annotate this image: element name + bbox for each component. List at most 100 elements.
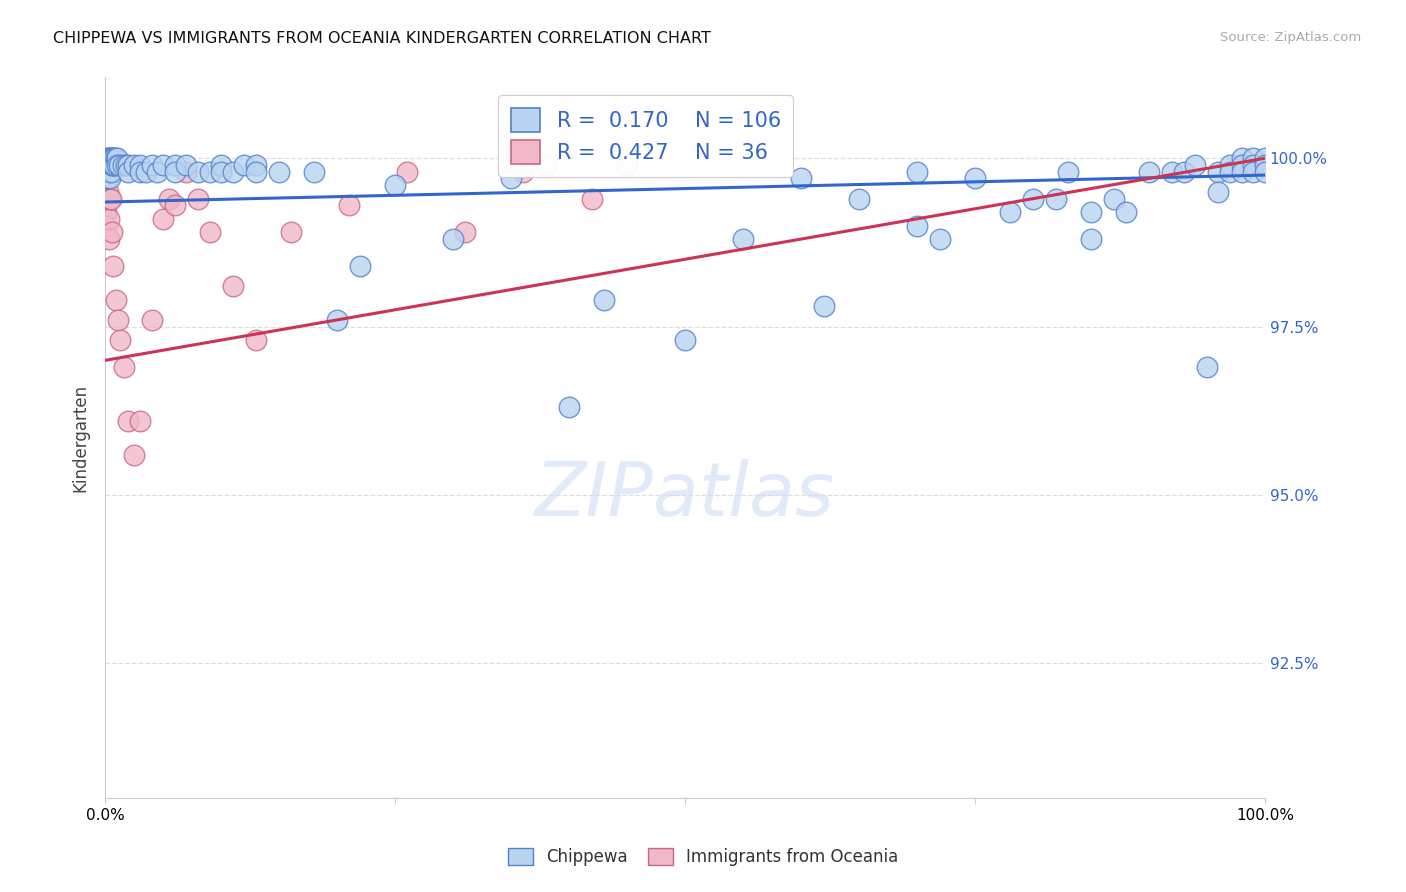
Point xyxy=(187,192,209,206)
Point xyxy=(96,219,118,233)
Point xyxy=(1161,165,1184,179)
Legend: R =  0.170    N = 106, R =  0.427    N = 36: R = 0.170 N = 106, R = 0.427 N = 36 xyxy=(498,95,793,177)
Point xyxy=(98,151,121,165)
Point xyxy=(135,165,157,179)
Point xyxy=(1102,192,1125,206)
Point xyxy=(103,259,125,273)
Point xyxy=(1254,165,1277,179)
Point xyxy=(98,165,121,179)
Point xyxy=(534,158,557,172)
Point xyxy=(592,293,614,307)
Point xyxy=(1254,158,1277,172)
Point xyxy=(97,192,120,206)
Point xyxy=(96,185,118,199)
Point xyxy=(98,165,121,179)
Point xyxy=(163,198,186,212)
Point xyxy=(176,165,198,179)
Point xyxy=(152,211,174,226)
Point xyxy=(198,165,221,179)
Point xyxy=(1022,192,1045,206)
Point xyxy=(302,165,325,179)
Text: ZIPatlas: ZIPatlas xyxy=(534,459,835,532)
Point xyxy=(110,333,132,347)
Point xyxy=(122,158,145,172)
Point xyxy=(1045,192,1067,206)
Point xyxy=(1056,165,1078,179)
Point xyxy=(129,165,152,179)
Point xyxy=(1080,205,1102,219)
Point xyxy=(97,151,120,165)
Legend: Chippewa, Immigrants from Oceania: Chippewa, Immigrants from Oceania xyxy=(501,841,905,873)
Point xyxy=(269,165,291,179)
Point xyxy=(141,158,163,172)
Point xyxy=(96,151,118,165)
Point xyxy=(198,225,221,239)
Point xyxy=(616,158,638,172)
Point xyxy=(245,158,267,172)
Point xyxy=(1208,185,1230,199)
Point xyxy=(233,158,256,172)
Point xyxy=(349,259,371,273)
Point xyxy=(100,192,122,206)
Point xyxy=(848,192,870,206)
Point xyxy=(101,158,124,172)
Point xyxy=(96,171,118,186)
Point xyxy=(117,158,139,172)
Point xyxy=(104,151,127,165)
Point xyxy=(1137,165,1160,179)
Point xyxy=(245,333,267,347)
Point xyxy=(97,158,120,172)
Point xyxy=(97,165,120,179)
Point xyxy=(111,158,134,172)
Point xyxy=(337,198,360,212)
Point xyxy=(100,165,122,179)
Point xyxy=(1219,158,1241,172)
Point xyxy=(96,151,118,165)
Point xyxy=(395,165,418,179)
Point xyxy=(1230,165,1253,179)
Point xyxy=(245,165,267,179)
Point xyxy=(98,171,121,186)
Point xyxy=(96,165,118,179)
Point xyxy=(1195,359,1218,374)
Text: CHIPPEWA VS IMMIGRANTS FROM OCEANIA KINDERGARTEN CORRELATION CHART: CHIPPEWA VS IMMIGRANTS FROM OCEANIA KIND… xyxy=(53,31,711,46)
Point xyxy=(101,225,124,239)
Point xyxy=(790,171,813,186)
Point xyxy=(103,158,125,172)
Point xyxy=(673,333,696,347)
Point xyxy=(1080,232,1102,246)
Point xyxy=(1230,151,1253,165)
Point xyxy=(1219,165,1241,179)
Point xyxy=(107,313,129,327)
Point xyxy=(117,414,139,428)
Point xyxy=(115,158,138,172)
Point xyxy=(129,158,152,172)
Point xyxy=(98,192,121,206)
Point xyxy=(96,165,118,179)
Point xyxy=(103,151,125,165)
Point xyxy=(96,165,118,179)
Point xyxy=(97,211,120,226)
Point xyxy=(96,192,118,206)
Point xyxy=(152,158,174,172)
Point xyxy=(157,192,180,206)
Point xyxy=(929,232,952,246)
Point xyxy=(1241,158,1264,172)
Point xyxy=(163,165,186,179)
Point xyxy=(105,158,128,172)
Point xyxy=(101,151,124,165)
Point xyxy=(129,414,152,428)
Point xyxy=(146,165,169,179)
Point xyxy=(108,158,131,172)
Y-axis label: Kindergarten: Kindergarten xyxy=(72,384,89,491)
Point xyxy=(905,219,928,233)
Point xyxy=(501,171,523,186)
Point xyxy=(117,165,139,179)
Point xyxy=(441,232,464,246)
Point xyxy=(103,158,125,172)
Point xyxy=(998,205,1021,219)
Point xyxy=(813,300,835,314)
Point xyxy=(96,158,118,172)
Point xyxy=(100,158,122,172)
Point xyxy=(1173,165,1195,179)
